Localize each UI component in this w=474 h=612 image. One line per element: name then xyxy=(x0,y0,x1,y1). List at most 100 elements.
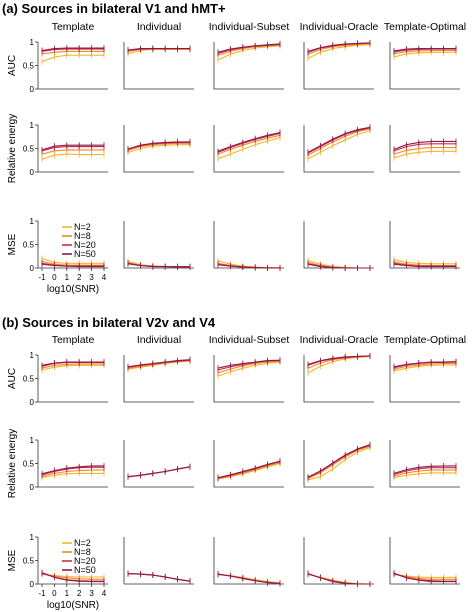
row-label: AUC xyxy=(7,368,18,389)
panel-axes xyxy=(123,221,194,269)
series-line xyxy=(127,573,191,582)
series-line xyxy=(217,462,281,480)
x-tick-label: 0 xyxy=(52,273,57,282)
column-title: Template-Optimal xyxy=(384,21,466,33)
series-line xyxy=(41,364,104,371)
series-line xyxy=(127,466,191,478)
y-tick-label: 1 xyxy=(30,436,35,445)
series-line xyxy=(217,264,280,269)
y-tick-label: 0.5 xyxy=(23,460,35,469)
series-line xyxy=(41,258,104,264)
series-line xyxy=(393,143,456,152)
series-line xyxy=(41,144,104,151)
series-line xyxy=(41,47,104,52)
series-line xyxy=(307,128,371,156)
y-tick-label: 1 xyxy=(30,121,35,130)
y-tick-label: 0.5 xyxy=(23,145,35,154)
series-line xyxy=(41,469,104,477)
x-tick-label: 2 xyxy=(77,273,82,282)
panel-axes xyxy=(303,221,374,269)
series-line xyxy=(307,263,370,269)
series-line xyxy=(307,573,370,585)
y-tick-label: 0 xyxy=(30,580,35,589)
series-line xyxy=(307,444,371,478)
series-line xyxy=(127,359,191,368)
legend-label: N=2 xyxy=(74,222,91,232)
series-line xyxy=(41,50,104,55)
panel-axes xyxy=(213,355,284,403)
panel-grid: Template Individual Individual-Subset Indiv… xyxy=(7,21,466,611)
series-line xyxy=(393,467,456,475)
y-tick-label: 0 xyxy=(30,398,35,407)
y-tick-label: 0.5 xyxy=(23,375,35,384)
series-line xyxy=(393,150,456,159)
column-title: Individual-Oracle xyxy=(300,21,379,33)
panel-axes xyxy=(303,440,374,488)
series-line xyxy=(41,472,104,479)
series-line xyxy=(217,45,281,61)
y-tick-label: 1 xyxy=(30,38,35,47)
column-title: Individual-Subset xyxy=(209,334,290,346)
panel-axes xyxy=(123,125,194,173)
series-line xyxy=(217,131,281,152)
y-tick-label: 0.5 xyxy=(23,241,35,250)
panel-axes xyxy=(303,537,374,585)
series-line xyxy=(41,363,104,369)
x-tick-label: 3 xyxy=(89,273,94,282)
legend-label: N=20 xyxy=(74,240,96,250)
series-line xyxy=(393,263,456,268)
series-line xyxy=(393,465,456,474)
series-line xyxy=(41,361,104,366)
x-tick-label: -1 xyxy=(38,589,46,598)
x-tick-label: 3 xyxy=(89,589,94,598)
y-tick-label: 1 xyxy=(30,533,35,542)
series-line xyxy=(217,43,281,53)
panel-axes xyxy=(389,42,460,90)
series-line xyxy=(393,472,456,479)
series-line xyxy=(217,134,281,155)
series-line xyxy=(41,149,104,155)
column-title: Template xyxy=(52,334,95,346)
column-title: Individual-Oracle xyxy=(300,334,379,346)
series-line xyxy=(307,127,371,154)
y-tick-label: 0 xyxy=(30,168,35,177)
series-line xyxy=(217,132,281,153)
column-title: Individual xyxy=(137,21,181,33)
column-title: Individual-Subset xyxy=(209,21,290,33)
x-axis-label: log10(SNR) xyxy=(47,284,99,295)
series-line xyxy=(127,141,190,150)
series-line xyxy=(393,51,456,58)
y-tick-label: 0 xyxy=(30,483,35,492)
series-line xyxy=(393,364,456,372)
series-line xyxy=(307,355,371,365)
legend-label: N=50 xyxy=(74,249,96,259)
row-label: MSE xyxy=(7,549,18,571)
x-tick-label: 2 xyxy=(77,589,82,598)
series-line xyxy=(307,445,371,480)
x-axis-label: log10(SNR) xyxy=(47,600,99,611)
column-title: Individual xyxy=(137,334,181,346)
series-line xyxy=(41,54,104,63)
series-line xyxy=(307,42,371,55)
y-tick-label: 1 xyxy=(30,217,35,226)
series-line xyxy=(41,573,104,580)
panel-axes xyxy=(213,125,284,173)
series-line xyxy=(393,49,456,55)
x-tick-label: 1 xyxy=(65,589,70,598)
series-line xyxy=(393,573,456,580)
panel-axes xyxy=(389,125,460,173)
series-line xyxy=(307,43,371,59)
row-label: Relative energy xyxy=(7,114,18,183)
section-title-b: (b) Sources in bilateral V2v and V4 xyxy=(2,315,216,330)
panel-axes xyxy=(123,42,194,90)
column-title: Template xyxy=(52,21,95,33)
y-tick-label: 1 xyxy=(30,351,35,360)
panel-axes xyxy=(213,221,284,269)
series-line xyxy=(393,572,456,583)
x-tick-label: 0 xyxy=(52,589,57,598)
panel-axes xyxy=(389,221,460,269)
series-line xyxy=(217,361,281,377)
series-line xyxy=(393,147,456,155)
series-line xyxy=(41,260,104,266)
panel-axes xyxy=(123,355,194,403)
